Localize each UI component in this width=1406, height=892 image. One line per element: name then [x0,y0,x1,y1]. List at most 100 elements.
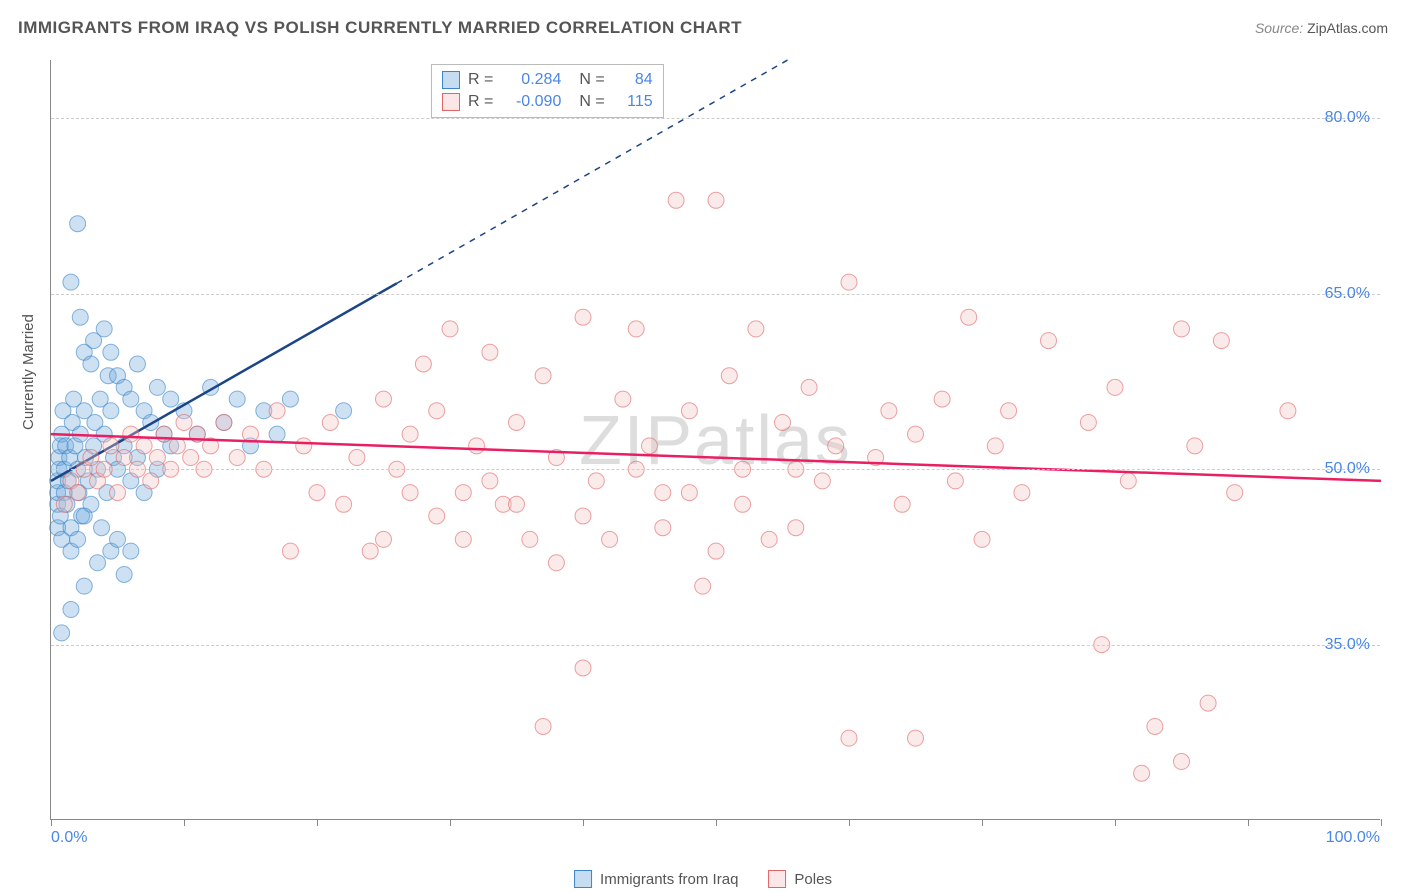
data-point [349,450,365,466]
r-label: R = [468,71,493,89]
legend-label-poles: Poles [794,871,832,888]
data-point [482,473,498,489]
x-tick [317,819,318,826]
y-tick-label: 80.0% [1325,109,1370,127]
legend-item-iraq: Immigrants from Iraq [574,870,738,888]
legend-item-poles: Poles [768,870,832,888]
r-value: 0.284 [501,71,561,89]
data-point [934,391,950,407]
data-point [628,321,644,337]
r-label: R = [468,93,493,111]
data-point [881,403,897,419]
x-tick [1115,819,1116,826]
data-point [103,344,119,360]
title-bar: IMMIGRANTS FROM IRAQ VS POLISH CURRENTLY… [18,18,1388,38]
r-value: -0.090 [501,93,561,111]
data-point [908,426,924,442]
data-point [1001,403,1017,419]
legend-label-iraq: Immigrants from Iraq [600,871,738,888]
y-tick-label: 65.0% [1325,285,1370,303]
data-point [229,450,245,466]
legend-swatch-iraq [574,870,592,888]
data-point [522,531,538,547]
data-point [282,391,298,407]
data-point [376,531,392,547]
data-point [70,485,86,501]
bottom-legend: Immigrants from Iraq Poles [574,870,832,888]
data-point [801,379,817,395]
data-point [535,718,551,734]
data-point [322,414,338,430]
data-point [775,414,791,430]
data-point [149,379,165,395]
data-point [894,496,910,512]
chart-svg [51,60,1380,819]
x-tick [450,819,451,826]
n-value: 115 [613,93,653,111]
data-point [1280,403,1296,419]
data-point [163,391,179,407]
data-point [54,625,70,641]
data-point [169,438,185,454]
data-point [1107,379,1123,395]
data-point [1041,333,1057,349]
data-point [681,485,697,501]
data-point [748,321,764,337]
data-point [183,450,199,466]
data-point [402,426,418,442]
data-point [402,485,418,501]
data-point [1187,438,1203,454]
data-point [1213,333,1229,349]
data-point [655,485,671,501]
y-tick-label: 35.0% [1325,636,1370,654]
x-tick [716,819,717,826]
data-point [1120,473,1136,489]
data-point [482,344,498,360]
x-tick [1248,819,1249,826]
legend-swatch [442,93,460,111]
data-point [429,508,445,524]
n-label: N = [579,71,604,89]
gridline [51,645,1380,646]
data-point [575,309,591,325]
data-point [841,274,857,290]
data-point [469,438,485,454]
data-point [1200,695,1216,711]
chart-title: IMMIGRANTS FROM IRAQ VS POLISH CURRENTLY… [18,18,742,38]
x-tick [982,819,983,826]
data-point [376,391,392,407]
data-point [455,531,471,547]
legend-swatch-poles [768,870,786,888]
data-point [588,473,604,489]
data-point [708,543,724,559]
stats-legend-row: R =-0.090N =115 [442,91,653,113]
data-point [336,403,352,419]
data-point [90,555,106,571]
data-point [947,473,963,489]
source-name: ZipAtlas.com [1307,20,1388,36]
data-point [96,321,112,337]
data-point [695,578,711,594]
data-point [509,414,525,430]
x-tick [583,819,584,826]
data-point [1174,321,1190,337]
data-point [575,660,591,676]
data-point [602,531,618,547]
legend-swatch [442,71,460,89]
data-point [216,414,232,430]
data-point [548,555,564,571]
data-point [123,391,139,407]
data-point [309,485,325,501]
data-point [110,485,126,501]
data-point [1080,414,1096,430]
gridline [51,118,1380,119]
data-point [70,531,86,547]
data-point [681,403,697,419]
data-point [788,520,804,536]
data-point [535,368,551,384]
x-tick [1381,819,1382,826]
y-axis-label: Currently Married [20,314,37,430]
data-point [987,438,1003,454]
data-point [282,543,298,559]
data-point [103,403,119,419]
